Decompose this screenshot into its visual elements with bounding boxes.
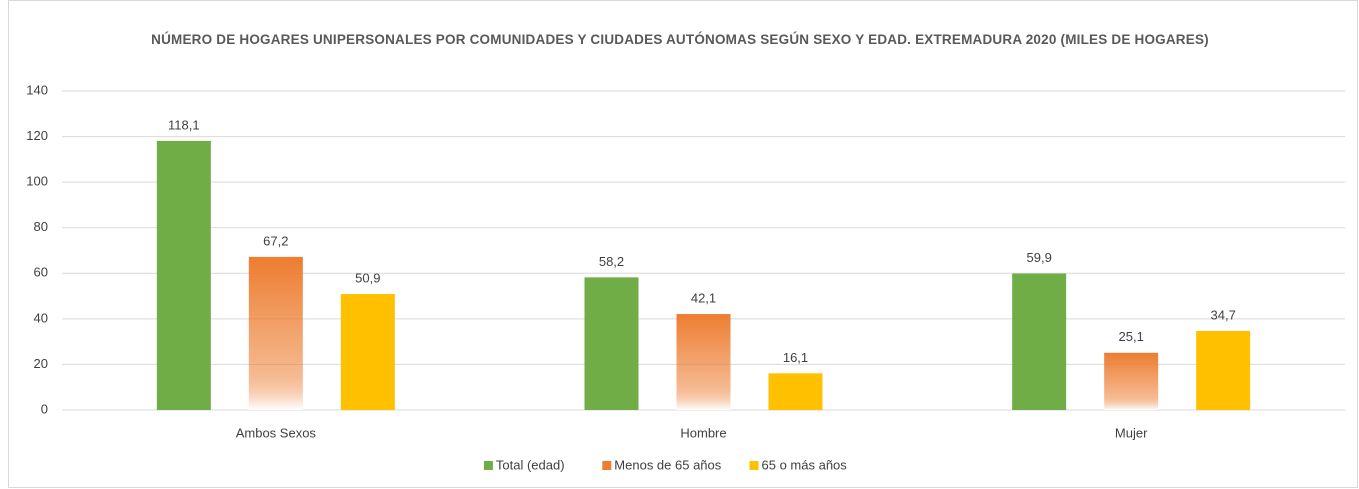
bar [1196,330,1251,410]
legend-label: Total (edad) [496,457,565,472]
chart-border [8,0,1358,488]
legend-swatch [483,461,493,470]
legend-swatch [602,461,612,470]
data-label: 59,9 [1027,250,1052,265]
bar [1012,273,1067,410]
bar [1104,352,1159,410]
x-tick-label: Ambos Sexos [236,425,317,440]
data-label: 25,1 [1119,329,1144,344]
data-label: 16,1 [783,350,808,365]
bar [340,294,395,410]
y-tick-label: 20 [34,356,48,371]
y-tick-label: 120 [26,128,48,143]
bar [768,373,823,410]
y-tick-label: 60 [34,265,48,280]
bar [676,314,731,410]
x-tick-label: Mujer [1115,425,1148,440]
y-tick-label: 140 [26,82,48,97]
legend-label: Menos de 65 años [614,457,721,472]
bar [584,277,639,410]
legend-swatch [749,461,759,470]
y-tick-label: 80 [34,219,48,234]
data-label: 42,1 [691,291,716,306]
bar [248,256,303,410]
data-label: 67,2 [263,233,288,248]
data-label: 34,7 [1211,307,1236,322]
x-tick-label: Hombre [680,425,726,440]
legend-label: 65 o más años [762,457,848,472]
chart-title: NÚMERO DE HOGARES UNIPERSONALES POR COMU… [151,32,1209,47]
data-label: 118,1 [168,117,200,132]
y-tick-label: 40 [34,310,48,325]
bar [156,140,211,411]
data-label: 58,2 [599,254,624,269]
y-tick-label: 0 [41,401,48,416]
data-label: 50,9 [355,270,380,285]
y-tick-label: 100 [26,174,48,189]
